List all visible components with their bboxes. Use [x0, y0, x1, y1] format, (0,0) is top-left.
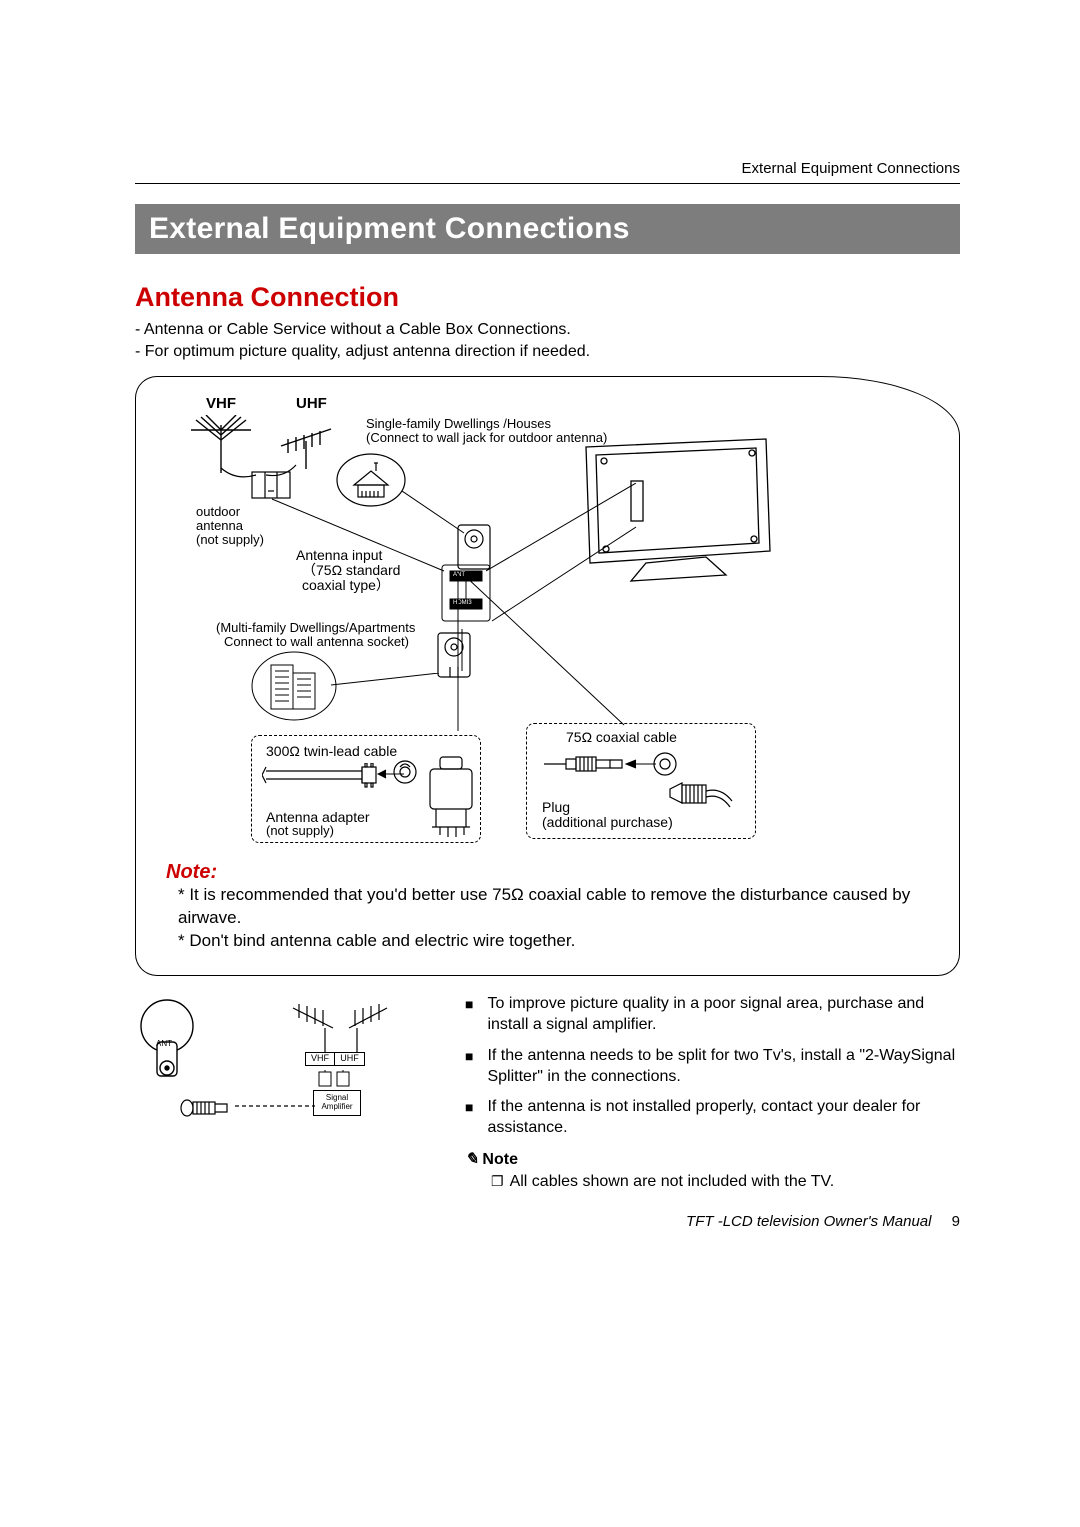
note-line-1: * It is recommended that you'd better us…: [178, 884, 929, 930]
adapter-label-2: (not supply): [266, 824, 334, 839]
guide-lines-2: [454, 571, 694, 741]
tip-item-3: ■ If the antenna is not installed properl…: [465, 1097, 960, 1139]
running-header: External Equipment Connections: [135, 160, 960, 184]
ant-jack-icon: ANT: [135, 998, 199, 1087]
vhf-label: VHF: [206, 395, 236, 412]
note-line-2: * Don't bind antenna cable and electric …: [178, 930, 929, 953]
sub-note-body: ❐ All cables shown are not included with …: [491, 1173, 960, 1191]
note-heading: Note:: [166, 861, 929, 884]
section-heading: Antenna Connection: [135, 282, 960, 313]
outdoor-label-3: (not supply): [196, 533, 264, 548]
amplifier-diagram: ANT Signal Amplifier: [135, 994, 435, 1164]
mini-plug-icon: [179, 1094, 249, 1127]
twin-lead-cable-icon: [262, 763, 392, 794]
page-footer: TFT -LCD television Owner's Manual 9: [135, 1213, 960, 1230]
uhf-label: UHF: [296, 395, 327, 412]
mini-ant-label: ANT: [156, 1039, 172, 1048]
tip-text: To improve picture quality in a poor sig…: [487, 994, 960, 1036]
title-bar: External Equipment Connections: [135, 204, 960, 254]
tips-section: ■ To improve picture quality in a poor si…: [465, 994, 960, 1191]
intro-line-2: - For optimum picture quality, adjust an…: [135, 341, 960, 363]
bullet-icon: ■: [465, 1046, 473, 1088]
adapter-body-icon: [426, 755, 486, 846]
plug-icon: [666, 777, 736, 822]
checkbox-icon: ❐: [491, 1173, 504, 1189]
plug-label-1: Plug: [542, 799, 570, 815]
mini-uhf-label: UHF: [335, 1052, 365, 1066]
bullet-icon: ■: [465, 1097, 473, 1139]
tip-item-1: ■ To improve picture quality in a poor si…: [465, 994, 960, 1036]
guide-lines-1: [266, 493, 466, 583]
pencil-icon: ✎: [465, 1151, 478, 1168]
twin-arrow-icon: [376, 769, 406, 779]
multi-family-label-2: Connect to wall antenna socket): [224, 635, 409, 650]
intro-line-1: - Antenna or Cable Service without a Cab…: [135, 319, 960, 341]
tip-text: If the antenna is not installed properly…: [487, 1097, 960, 1139]
sub-note-body-text: All cables shown are not included with t…: [510, 1173, 835, 1190]
dashed-line-icon: [235, 1102, 315, 1110]
single-family-label-2: (Connect to wall jack for outdoor antenn…: [366, 431, 607, 446]
antenna-wires-icon: [216, 463, 306, 493]
apt-to-socket-line: [331, 673, 451, 693]
tip-text: If the antenna needs to be split for two…: [487, 1046, 960, 1088]
sub-note-heading-text: Note: [482, 1151, 518, 1168]
apartment-icon: [251, 651, 337, 726]
twin-lead-label: 300Ω twin-lead cable: [266, 743, 397, 759]
mini-connectors-icon: [317, 1070, 353, 1095]
connection-diagram: VHF UHF: [166, 393, 929, 853]
mini-vhf-label: VHF: [305, 1052, 335, 1066]
page-number: 9: [952, 1213, 960, 1230]
bullet-icon: ■: [465, 994, 473, 1036]
sub-note-heading: ✎Note: [465, 1149, 960, 1169]
footer-text: TFT -LCD television Owner's Manual: [686, 1213, 931, 1230]
tip-item-2: ■ If the antenna needs to be split for tw…: [465, 1046, 960, 1088]
coax-arrow-icon: [624, 759, 658, 769]
diagram-container: VHF UHF: [135, 376, 960, 976]
plug-label-2: (additional purchase): [542, 814, 673, 830]
